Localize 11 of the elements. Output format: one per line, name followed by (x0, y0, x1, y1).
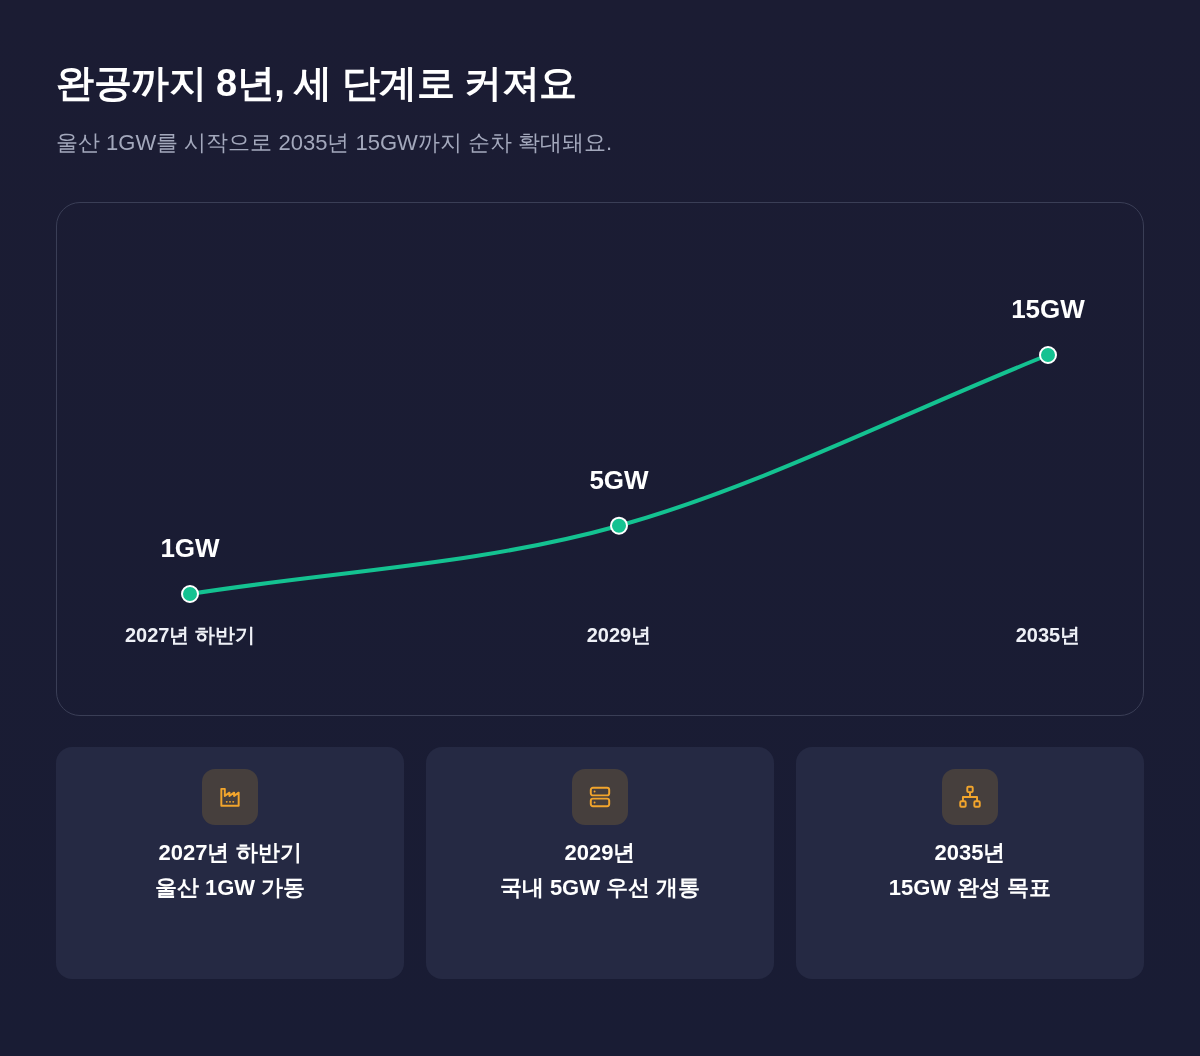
chart-title: 완공까지 8년, 세 단계로 커져요 (56, 61, 577, 106)
text: 2029년 국내 5GW 우선 개통 (498, 839, 702, 902)
chart-subtitle: 울산 1GW를 시작으로 2035년 15GW까지 순차 확대돼요. (56, 129, 614, 157)
text: 2035년 15GW 완성 목표 (887, 839, 1053, 902)
x-tick-label: 2029년 (586, 623, 652, 646)
x-tick-label: 2027년 하반기 (124, 623, 256, 646)
data-label: 1GW (160, 533, 221, 564)
data-label: 5GW (589, 464, 650, 495)
data-label: 15GW (1011, 294, 1086, 325)
text: 2027년 하반기 울산 1GW 가동 (153, 839, 307, 902)
x-tick-label: 2035년 (1015, 623, 1081, 646)
